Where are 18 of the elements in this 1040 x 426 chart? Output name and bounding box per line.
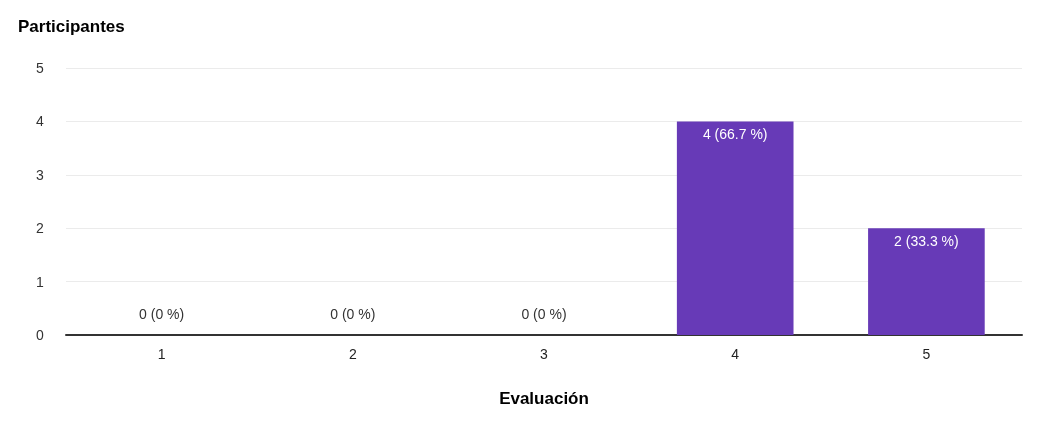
data-label: 0 (0 %) (330, 306, 376, 322)
x-axis-title: Evaluación (499, 389, 589, 408)
data-label: 4 (66.7 %) (702, 126, 768, 143)
y-tick-label: 4 (36, 113, 44, 130)
y-tick-label: 2 (36, 220, 44, 237)
x-tick-label: 3 (540, 346, 549, 362)
x-tick-label: 4 (731, 346, 740, 362)
data-label: 0 (0 %) (139, 306, 185, 322)
y-tick-label: 0 (36, 327, 44, 343)
y-tick-label: 1 (36, 273, 44, 290)
y-tick-label: 5 (36, 60, 44, 76)
x-tick-label: 1 (157, 346, 166, 362)
x-tick-label: 2 (348, 346, 357, 362)
y-tick-label: 3 (36, 166, 44, 183)
data-label: 0 (0 %) (521, 306, 567, 322)
x-tick-label: 5 (922, 346, 931, 362)
data-label: 2 (33.3 %) (894, 233, 959, 250)
y-axis-title: Participantes (18, 17, 125, 36)
